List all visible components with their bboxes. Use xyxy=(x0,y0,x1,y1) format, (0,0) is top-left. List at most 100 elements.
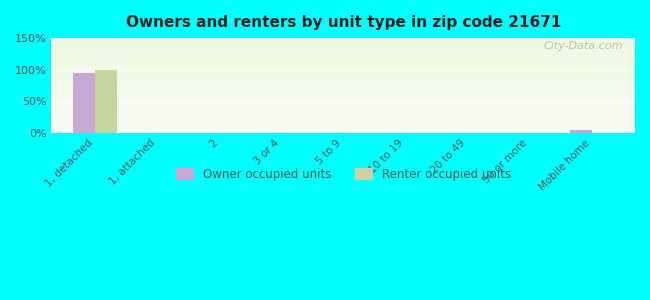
Bar xyxy=(51,49,635,50)
Bar xyxy=(51,114,635,115)
Bar xyxy=(51,118,635,119)
Bar xyxy=(51,86,635,87)
Bar xyxy=(51,81,635,82)
Bar xyxy=(51,128,635,129)
Bar xyxy=(51,70,635,71)
Bar xyxy=(73,73,95,133)
Bar xyxy=(51,89,635,90)
Bar xyxy=(51,101,635,102)
Bar xyxy=(51,76,635,77)
Bar xyxy=(51,96,635,97)
Bar xyxy=(51,113,635,114)
Bar xyxy=(51,71,635,72)
Bar xyxy=(51,93,635,94)
Bar xyxy=(51,83,635,85)
Bar xyxy=(51,120,635,121)
Bar xyxy=(51,39,635,40)
Bar xyxy=(51,51,635,52)
Bar xyxy=(51,132,635,133)
Bar xyxy=(570,130,592,133)
Bar xyxy=(51,82,635,83)
Bar xyxy=(51,90,635,91)
Bar xyxy=(51,65,635,67)
Bar xyxy=(51,122,635,123)
Bar xyxy=(51,99,635,100)
Title: Owners and renters by unit type in zip code 21671: Owners and renters by unit type in zip c… xyxy=(125,15,561,30)
Bar xyxy=(51,121,635,122)
Bar xyxy=(51,64,635,65)
Bar xyxy=(51,55,635,56)
Bar xyxy=(51,74,635,75)
Bar xyxy=(51,102,635,104)
Bar xyxy=(51,58,635,59)
Bar xyxy=(51,98,635,99)
Bar xyxy=(51,78,635,79)
Bar xyxy=(51,75,635,76)
Bar xyxy=(51,80,635,81)
Bar xyxy=(51,46,635,48)
Bar xyxy=(51,126,635,127)
Bar xyxy=(51,94,635,95)
Bar xyxy=(51,85,635,86)
Bar xyxy=(51,52,635,53)
Bar xyxy=(51,103,635,104)
Bar xyxy=(51,97,635,98)
Bar xyxy=(51,117,635,118)
Bar xyxy=(51,38,635,39)
Bar xyxy=(51,105,635,106)
Bar xyxy=(95,70,116,133)
Bar xyxy=(51,56,635,57)
Bar xyxy=(51,59,635,60)
Bar xyxy=(51,44,635,45)
Bar xyxy=(51,82,635,83)
Bar xyxy=(51,41,635,42)
Bar xyxy=(51,53,635,54)
Bar xyxy=(51,109,635,110)
Bar xyxy=(51,108,635,109)
Bar xyxy=(51,107,635,108)
Bar xyxy=(51,45,635,46)
Bar xyxy=(51,119,635,120)
Bar xyxy=(51,77,635,78)
Bar xyxy=(51,91,635,92)
Bar xyxy=(51,60,635,61)
Bar xyxy=(51,115,635,116)
Bar xyxy=(51,106,635,107)
Bar xyxy=(51,73,635,74)
Bar xyxy=(51,100,635,101)
Bar xyxy=(51,131,635,132)
Bar xyxy=(51,62,635,63)
Bar xyxy=(51,50,635,51)
Bar xyxy=(51,63,635,64)
Bar xyxy=(51,57,635,58)
Bar xyxy=(51,112,635,113)
Bar xyxy=(51,129,635,130)
Bar xyxy=(51,124,635,125)
Bar xyxy=(51,67,635,68)
Bar xyxy=(51,88,635,89)
Bar xyxy=(51,118,635,119)
Bar xyxy=(51,68,635,69)
Bar xyxy=(51,85,635,86)
Bar xyxy=(51,123,635,124)
Bar xyxy=(51,100,635,101)
Legend: Owner occupied units, Renter occupied units: Owner occupied units, Renter occupied un… xyxy=(171,163,515,185)
Bar xyxy=(51,42,635,43)
Bar xyxy=(51,79,635,80)
Bar xyxy=(51,125,635,126)
Bar xyxy=(51,54,635,55)
Bar xyxy=(51,69,635,70)
Bar xyxy=(51,130,635,131)
Bar xyxy=(51,104,635,105)
Bar xyxy=(51,127,635,128)
Bar xyxy=(51,116,635,117)
Bar xyxy=(51,92,635,93)
Bar xyxy=(51,111,635,112)
Bar xyxy=(51,87,635,88)
Bar xyxy=(51,61,635,62)
Bar xyxy=(51,43,635,44)
Bar xyxy=(51,40,635,41)
Bar xyxy=(51,110,635,111)
Bar xyxy=(51,95,635,96)
Text: City-Data.com: City-Data.com xyxy=(544,41,623,51)
